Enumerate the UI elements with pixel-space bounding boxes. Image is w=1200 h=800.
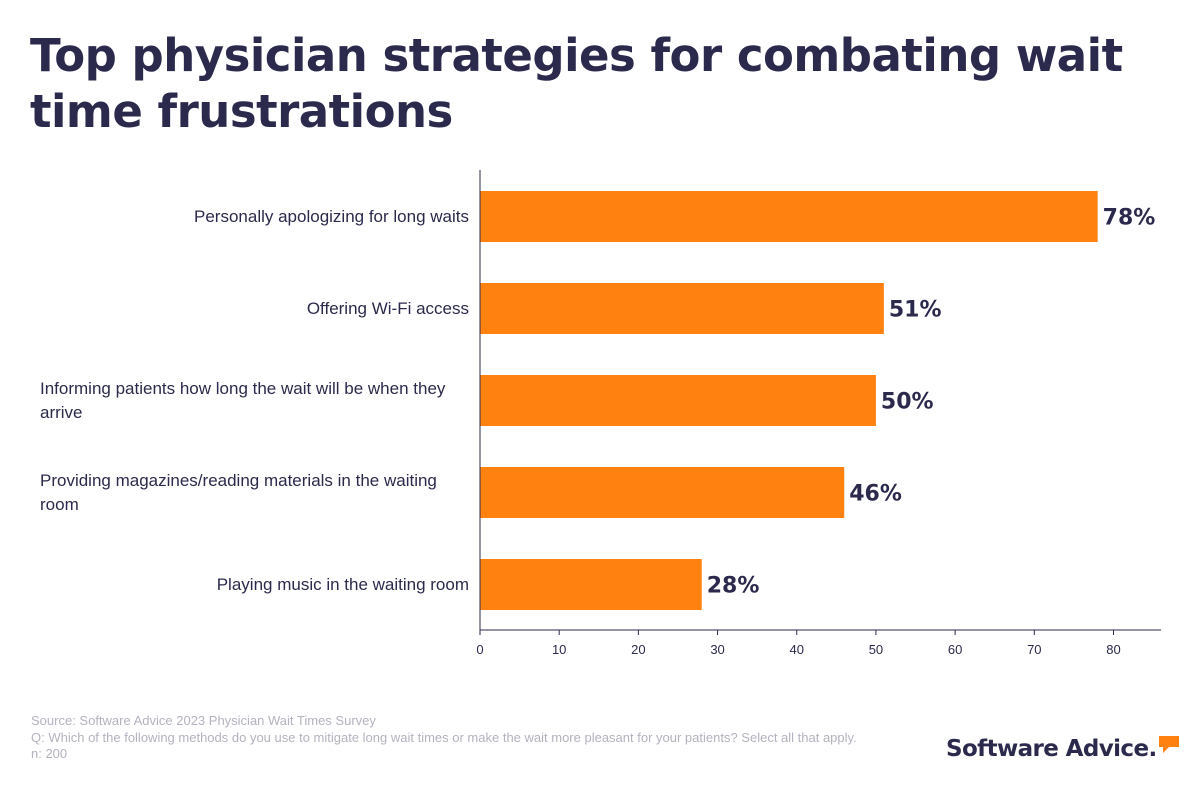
data-label: 46% — [849, 482, 902, 507]
sample-size: n: 200 — [31, 746, 68, 761]
bars-layer: 78% 51% 50% 46% 28% — [480, 191, 1155, 610]
x-tick-label: 30 — [710, 642, 724, 657]
bar — [480, 283, 884, 334]
x-tick-label: 60 — [948, 642, 962, 657]
bar — [480, 191, 1098, 242]
category-label: Providing magazines/reading materials in… — [40, 470, 437, 514]
source-note: Source: Software Advice 2023 Physician W… — [31, 713, 376, 728]
chart-footer: Source: Software Advice 2023 Physician W… — [31, 713, 881, 763]
bar — [480, 467, 845, 518]
x-tick-label: 70 — [1027, 642, 1041, 657]
x-tick-label: 20 — [631, 642, 645, 657]
software-advice-logo: Software Advice. — [946, 733, 1180, 765]
bar — [480, 559, 702, 610]
logo-text: Software Advice. — [946, 736, 1157, 762]
x-tick-label: 10 — [552, 642, 566, 657]
chart-title: Top physician strategies for combating w… — [30, 29, 1123, 138]
category-label: Playing music in the waiting room — [216, 574, 469, 594]
speech-bubble-icon — [1158, 736, 1179, 753]
category-label: Personally apologizing for long waits — [194, 206, 469, 226]
data-label: 28% — [707, 574, 760, 599]
data-label: 78% — [1103, 206, 1156, 231]
x-tick-label: 40 — [790, 642, 804, 657]
x-tick-label: 0 — [476, 642, 483, 657]
axis-layer: 0 10 20 30 40 50 60 70 80 — [476, 170, 1161, 657]
data-label: 50% — [881, 390, 934, 415]
bar — [480, 375, 876, 426]
data-label: 51% — [889, 298, 942, 323]
bar-chart: 78% 51% 50% 46% 28% 0 10 20 30 40 50 60 70 80 — [476, 170, 1161, 657]
x-tick-label: 50 — [869, 642, 883, 657]
x-tick-label: 80 — [1106, 642, 1120, 657]
category-label: Offering Wi-Fi access — [306, 298, 469, 318]
survey-question: Q: Which of the following methods do you… — [31, 729, 857, 745]
category-label: Informing patients how long the wait wil… — [40, 378, 446, 422]
